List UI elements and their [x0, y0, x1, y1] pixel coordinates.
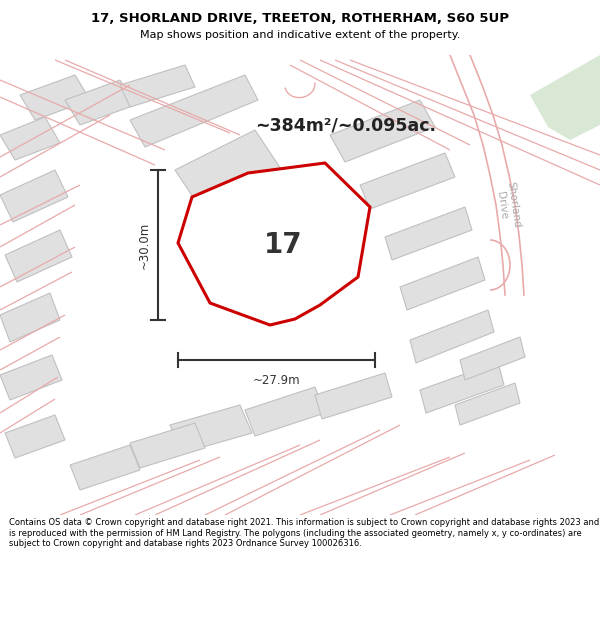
Text: Shorland
Drive: Shorland Drive [494, 181, 522, 229]
Text: ~384m²/~0.095ac.: ~384m²/~0.095ac. [255, 116, 436, 134]
Polygon shape [330, 100, 435, 162]
Polygon shape [120, 65, 195, 107]
Polygon shape [0, 170, 68, 222]
Polygon shape [70, 445, 140, 490]
Polygon shape [175, 130, 285, 215]
Polygon shape [385, 207, 472, 260]
Polygon shape [420, 362, 504, 413]
Text: Map shows position and indicative extent of the property.: Map shows position and indicative extent… [140, 29, 460, 39]
Text: Contains OS data © Crown copyright and database right 2021. This information is : Contains OS data © Crown copyright and d… [9, 518, 599, 548]
Polygon shape [5, 230, 72, 282]
Polygon shape [460, 337, 525, 380]
Polygon shape [0, 355, 62, 400]
Text: 17, SHORLAND DRIVE, TREETON, ROTHERHAM, S60 5UP: 17, SHORLAND DRIVE, TREETON, ROTHERHAM, … [91, 12, 509, 25]
Polygon shape [130, 423, 205, 468]
Polygon shape [170, 405, 252, 453]
Polygon shape [20, 75, 90, 120]
Polygon shape [400, 257, 485, 310]
Text: 17: 17 [263, 231, 302, 259]
Polygon shape [315, 373, 392, 419]
Polygon shape [455, 383, 520, 425]
Text: ~27.9m: ~27.9m [253, 374, 301, 386]
Polygon shape [65, 80, 135, 125]
Text: ~30.0m: ~30.0m [137, 221, 151, 269]
Polygon shape [530, 55, 600, 140]
Polygon shape [5, 415, 65, 458]
Polygon shape [410, 310, 494, 363]
Polygon shape [245, 387, 325, 436]
Polygon shape [178, 163, 370, 325]
Polygon shape [0, 117, 60, 160]
Polygon shape [0, 293, 60, 342]
Polygon shape [130, 75, 258, 147]
Polygon shape [360, 153, 455, 209]
